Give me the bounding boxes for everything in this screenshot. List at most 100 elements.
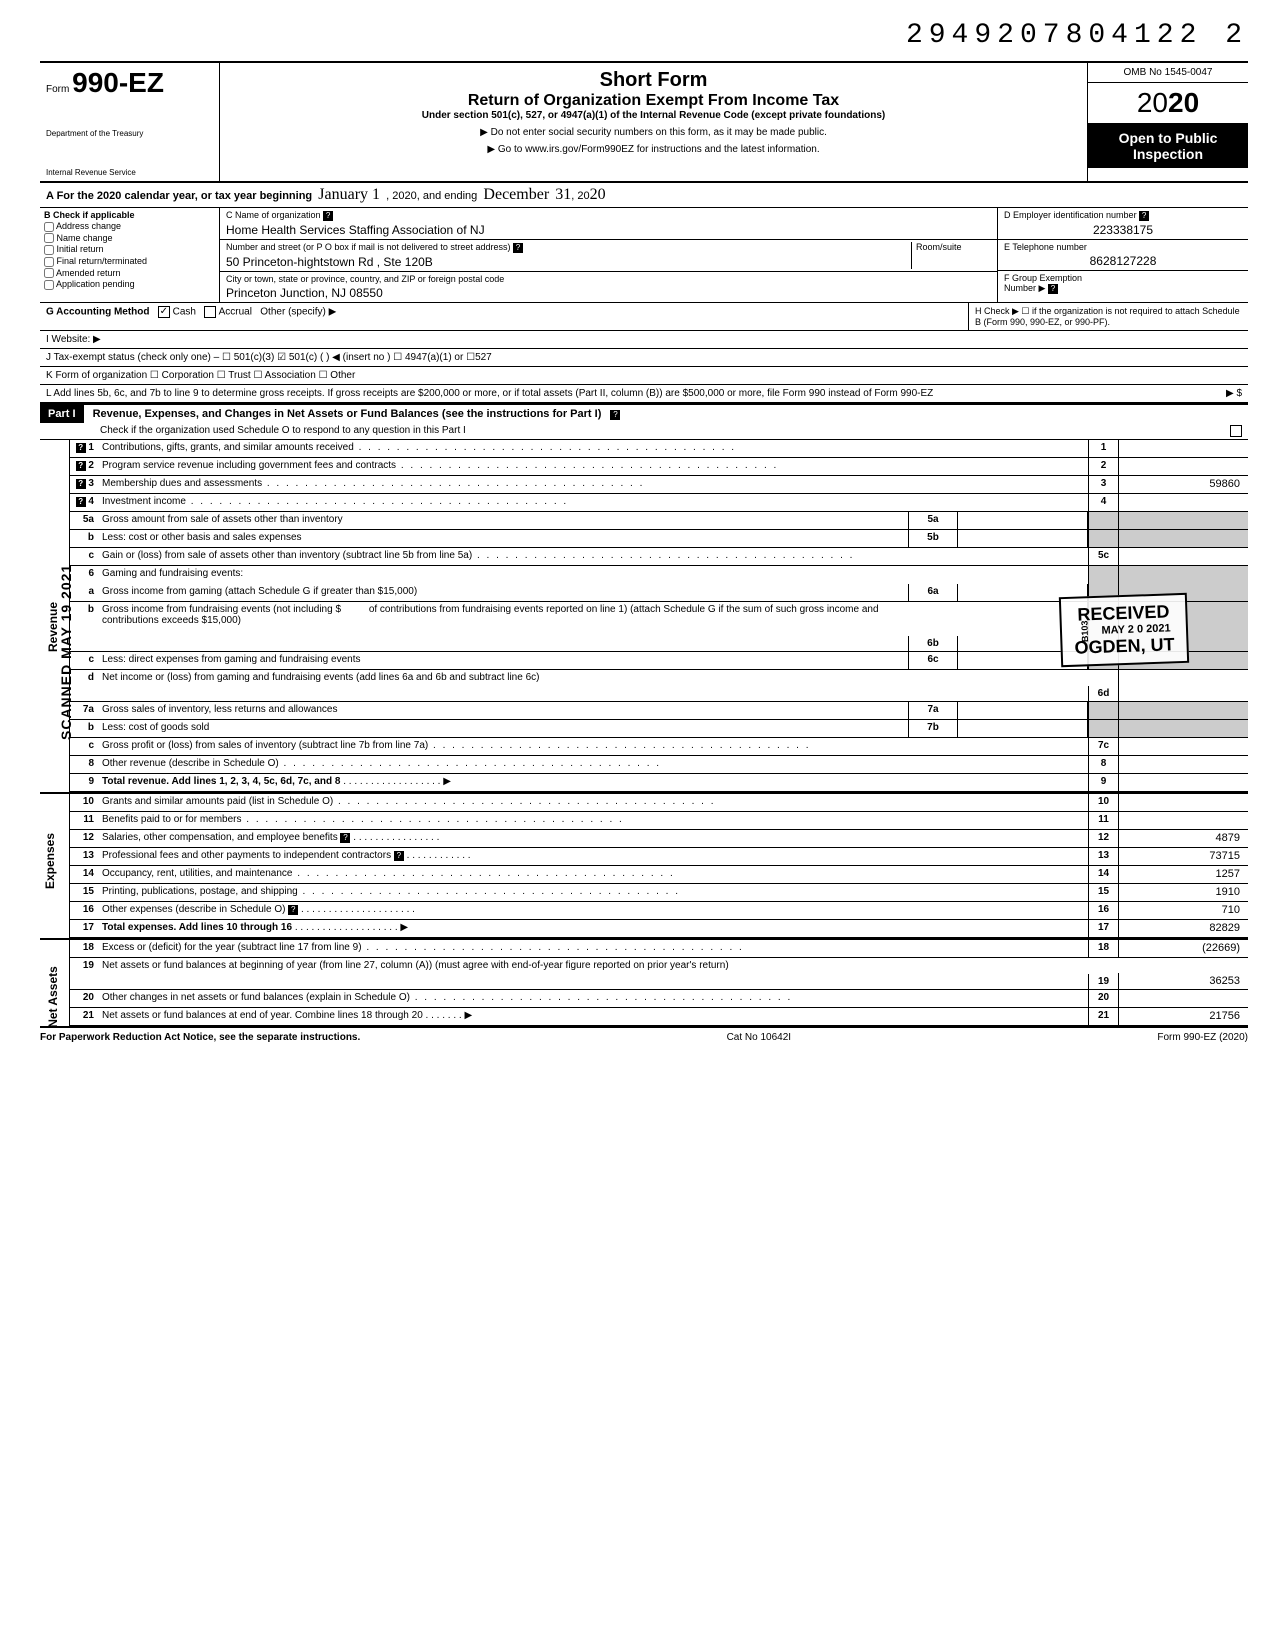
line-6c: Less: direct expenses from gaming and fu…: [98, 652, 908, 669]
val-1: [1118, 440, 1248, 457]
line-21: Net assets or fund balances at end of ye…: [98, 1008, 1088, 1025]
section-c: C Name of organization ? Home Health Ser…: [220, 208, 998, 302]
line-4: Investment income: [98, 494, 1088, 511]
line-7b: Less: cost of goods sold: [98, 720, 908, 737]
footer-form: Form 990-EZ (2020): [1157, 1032, 1248, 1043]
row-k-form-org: K Form of organization ☐ Corporation ☐ T…: [40, 367, 1248, 385]
line-6: Gaming and fundraising events:: [98, 566, 1088, 584]
line-18: Excess or (deficit) for the year (subtra…: [98, 940, 1088, 957]
ssn-warning: ▶ Do not enter social security numbers o…: [226, 127, 1081, 138]
side-net-assets: Net Assets: [46, 966, 60, 1028]
chk-final-return[interactable]: Final return/terminated: [44, 256, 215, 267]
row-a-tax-year: A For the 2020 calendar year, or tax yea…: [40, 183, 1248, 208]
dept-treasury: Department of the Treasury: [46, 129, 213, 138]
chk-name-change[interactable]: Name change: [44, 233, 215, 244]
document-number: 2949207804122 2: [40, 20, 1248, 51]
chk-cash[interactable]: ✓: [158, 306, 170, 318]
val-6d: [1118, 670, 1248, 701]
line-10: Grants and similar amounts paid (list in…: [98, 794, 1088, 811]
line-16: Other expenses (describe in Schedule O) …: [98, 902, 1088, 919]
row-l: L Add lines 5b, 6c, and 7b to line 9 to …: [40, 385, 1248, 403]
val-18: (22669): [1118, 940, 1248, 957]
chk-schedule-o[interactable]: [1230, 425, 1242, 437]
line-3: Membership dues and assessments: [98, 476, 1088, 493]
line-7c: Gross profit or (loss) from sales of inv…: [98, 738, 1088, 755]
val-2: [1118, 458, 1248, 475]
val-17: 82829: [1118, 920, 1248, 937]
org-name: Home Health Services Staffing Associatio…: [226, 221, 991, 237]
room-label: Room/suite: [916, 242, 962, 252]
line-11: Benefits paid to or for members: [98, 812, 1088, 829]
line-9: Total revenue. Add lines 1, 2, 3, 4, 5c,…: [98, 774, 1088, 791]
ein-value: 223338175: [1004, 221, 1242, 237]
year-end-day: 31: [555, 186, 571, 204]
form-header: Form 990-EZ Department of the Treasury I…: [40, 61, 1248, 183]
form-section-text: Under section 501(c), 527, or 4947(a)(1)…: [226, 110, 1081, 121]
org-address: 50 Princeton-hightstown Rd , Ste 120B: [226, 253, 911, 269]
chk-address-change[interactable]: Address change: [44, 221, 215, 232]
open-public-1: Open to Public: [1092, 130, 1244, 146]
open-public-2: Inspection: [1092, 146, 1244, 162]
side-expenses: Expenses: [43, 833, 57, 889]
row-h: H Check ▶ ☐ if the organization is not r…: [968, 303, 1248, 330]
val-3: 59860: [1118, 476, 1248, 493]
val-13: 73715: [1118, 848, 1248, 865]
line-17: Total expenses. Add lines 10 through 16 …: [98, 920, 1088, 937]
line-5a: Gross amount from sale of assets other t…: [98, 512, 908, 529]
footer-cat: Cat No 10642I: [727, 1032, 792, 1043]
line-6d: Net income or (loss) from gaming and fun…: [98, 670, 1088, 701]
form-number: 990-EZ: [72, 67, 164, 98]
line-2: Program service revenue including govern…: [98, 458, 1088, 475]
tax-year: 2020: [1088, 83, 1248, 124]
line-7a: Gross sales of inventory, less returns a…: [98, 702, 908, 719]
chk-amended[interactable]: Amended return: [44, 268, 215, 279]
line-1: Contributions, gifts, grants, and simila…: [98, 440, 1088, 457]
help-icon: ?: [1139, 211, 1149, 221]
help-icon: ?: [323, 211, 333, 221]
line-14: Occupancy, rent, utilities, and maintena…: [98, 866, 1088, 883]
scanned-stamp: SCANNED MAY 19 2021: [58, 564, 74, 740]
line-6a: Gross income from gaming (attach Schedul…: [98, 584, 908, 601]
section-e: E Telephone number 8628127228: [998, 240, 1248, 271]
row-i-website: I Website: ▶: [40, 331, 1248, 349]
year-end-yy: 20: [590, 186, 606, 204]
section-b: B Check if applicable Address change Nam…: [40, 208, 220, 302]
val-14: 1257: [1118, 866, 1248, 883]
omb-number: OMB No 1545-0047: [1088, 63, 1248, 83]
help-icon: ?: [1048, 284, 1058, 294]
line-5b: Less: cost or other basis and sales expe…: [98, 530, 908, 547]
line-12: Salaries, other compensation, and employ…: [98, 830, 1088, 847]
val-19: 36253: [1118, 973, 1248, 989]
form-prefix: Form: [46, 84, 69, 95]
chk-app-pending[interactable]: Application pending: [44, 279, 215, 290]
line-19: Net assets or fund balances at beginning…: [98, 958, 1088, 989]
chk-accrual[interactable]: [204, 306, 216, 318]
form-subtitle: Return of Organization Exempt From Incom…: [226, 92, 1081, 110]
form-title: Short Form: [226, 69, 1081, 92]
line-5c: Gain or (loss) from sale of assets other…: [98, 548, 1088, 565]
received-stamp: RECEIVED B103 MAY 2 0 2021 OGDEN, UT: [1059, 593, 1189, 667]
line-8: Other revenue (describe in Schedule O): [98, 756, 1088, 773]
part-1-check-text: Check if the organization used Schedule …: [100, 425, 1230, 437]
help-icon: ?: [610, 410, 620, 420]
line-20: Other changes in net assets or fund bala…: [98, 990, 1088, 1007]
section-d: D Employer identification number ? 22333…: [998, 208, 1248, 240]
org-city: Princeton Junction, NJ 08550: [226, 284, 991, 300]
val-4: [1118, 494, 1248, 511]
section-f: F Group Exemption Number ▶ ?: [998, 271, 1248, 296]
footer-paperwork: For Paperwork Reduction Act Notice, see …: [40, 1032, 360, 1043]
line-6b: Gross income from fundraising events (no…: [98, 602, 908, 651]
help-icon: ?: [513, 243, 523, 253]
val-16: 710: [1118, 902, 1248, 919]
val-21: 21756: [1118, 1008, 1248, 1025]
instructions-link: ▶ Go to www.irs.gov/Form990EZ for instru…: [226, 144, 1081, 155]
line-15: Printing, publications, postage, and shi…: [98, 884, 1088, 901]
dept-irs: Internal Revenue Service: [46, 168, 213, 177]
row-g: G Accounting Method ✓ Cash Accrual Other…: [40, 303, 968, 330]
year-end-month: December: [483, 186, 549, 204]
chk-initial-return[interactable]: Initial return: [44, 244, 215, 255]
part-1-title: Revenue, Expenses, and Changes in Net As…: [87, 405, 608, 423]
val-15: 1910: [1118, 884, 1248, 901]
phone-value: 8628127228: [1004, 252, 1242, 268]
part-1-badge: Part I: [40, 405, 84, 423]
